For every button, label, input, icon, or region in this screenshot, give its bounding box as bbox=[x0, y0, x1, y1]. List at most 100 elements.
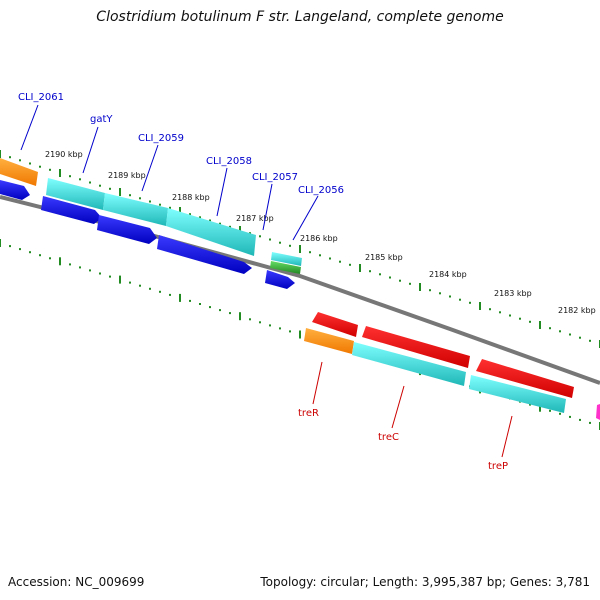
major-tick bbox=[179, 293, 181, 302]
major-tick bbox=[0, 150, 1, 158]
leader-line bbox=[141, 144, 159, 192]
top-leader-lines bbox=[20, 104, 319, 241]
major-tick bbox=[179, 207, 181, 215]
leader-line bbox=[20, 104, 39, 151]
minor-tick bbox=[89, 269, 91, 272]
tick-label: 2182 kbp bbox=[558, 306, 596, 315]
minor-tick bbox=[579, 336, 581, 339]
minor-tick bbox=[259, 321, 261, 324]
leader-line bbox=[262, 183, 273, 231]
gene-label-trec: treC bbox=[378, 432, 399, 443]
minor-tick bbox=[569, 333, 571, 336]
minor-tick bbox=[279, 327, 281, 330]
major-tick bbox=[359, 264, 361, 272]
red-gene-track bbox=[312, 312, 574, 398]
leader-line bbox=[312, 361, 323, 405]
tick-label: 2186 kbp bbox=[300, 234, 338, 243]
minor-tick bbox=[9, 156, 11, 159]
tick-labels: 2190 kbp 2189 kbp 2188 kbp 2187 kbp 2186 kbp… bbox=[45, 150, 596, 315]
minor-tick bbox=[79, 178, 81, 181]
gene-arrow bbox=[97, 215, 157, 244]
gene-bar bbox=[166, 208, 256, 256]
minor-tick bbox=[199, 303, 201, 305]
minor-tick bbox=[79, 266, 81, 269]
gene-label-gaty: gatY bbox=[90, 114, 113, 125]
blue-gene-track bbox=[0, 180, 295, 289]
minor-tick bbox=[189, 213, 191, 216]
major-tick bbox=[539, 321, 541, 329]
tick-label: 2185 kbp bbox=[365, 253, 403, 262]
major-tick bbox=[119, 188, 121, 196]
gene-label-trer: treR bbox=[298, 408, 319, 419]
minor-tick bbox=[349, 263, 351, 266]
gene-arrow bbox=[265, 270, 295, 289]
gene-arrow bbox=[362, 326, 470, 368]
upper-tick-track bbox=[0, 150, 600, 348]
minor-tick bbox=[9, 245, 11, 248]
minor-tick bbox=[289, 330, 291, 333]
minor-tick bbox=[269, 324, 271, 327]
minor-tick bbox=[389, 276, 391, 279]
minor-tick bbox=[49, 257, 51, 260]
leader-line bbox=[82, 126, 99, 174]
tick-label: 2190 kbp bbox=[45, 150, 83, 159]
gene-label-cli-2057: CLI_2057 bbox=[252, 172, 298, 183]
minor-tick bbox=[589, 339, 591, 342]
minor-tick bbox=[39, 165, 41, 168]
minor-tick bbox=[129, 281, 131, 284]
minor-tick bbox=[549, 327, 551, 330]
minor-tick bbox=[159, 290, 161, 293]
minor-tick bbox=[549, 409, 551, 412]
gene-bar bbox=[271, 252, 302, 266]
minor-tick bbox=[499, 311, 501, 314]
gene-arrow bbox=[476, 359, 574, 398]
major-tick bbox=[0, 239, 1, 247]
minor-tick bbox=[289, 244, 291, 247]
minor-tick bbox=[439, 292, 441, 295]
major-tick bbox=[419, 283, 421, 291]
major-tick bbox=[239, 226, 241, 234]
minor-tick bbox=[99, 272, 101, 275]
major-tick bbox=[299, 245, 301, 253]
major-tick bbox=[479, 302, 481, 310]
tick-label: 2188 kbp bbox=[172, 193, 210, 202]
minor-tick bbox=[559, 412, 561, 415]
leader-line bbox=[216, 167, 228, 217]
gene-label-cli-2056: CLI_2056 bbox=[298, 185, 344, 196]
gene-arrow bbox=[312, 312, 358, 337]
minor-tick bbox=[459, 298, 461, 301]
gene-arrow bbox=[157, 235, 252, 274]
minor-tick bbox=[199, 216, 201, 219]
minor-tick bbox=[219, 222, 221, 225]
minor-tick bbox=[279, 241, 281, 244]
gene-bar bbox=[304, 328, 354, 354]
minor-tick bbox=[109, 187, 111, 190]
minor-tick bbox=[229, 312, 231, 315]
gene-bar bbox=[469, 375, 566, 413]
gene-bar bbox=[0, 158, 38, 186]
major-tick bbox=[239, 312, 241, 321]
gene-bar bbox=[596, 404, 600, 420]
minor-tick bbox=[209, 306, 211, 309]
minor-tick bbox=[19, 248, 21, 251]
minor-tick bbox=[319, 254, 321, 257]
gene-bar bbox=[103, 193, 168, 226]
minor-tick bbox=[409, 282, 411, 285]
minor-tick bbox=[69, 263, 71, 266]
minor-tick bbox=[229, 225, 231, 228]
bottom-leader-lines bbox=[312, 361, 513, 458]
minor-tick bbox=[99, 184, 101, 187]
gene-arrow bbox=[41, 196, 102, 224]
tick-label: 2183 kbp bbox=[494, 289, 532, 298]
map-title: Clostridium botulinum F str. Langeland, … bbox=[96, 9, 504, 25]
minor-tick bbox=[139, 284, 141, 287]
gene-bar bbox=[46, 178, 105, 210]
minor-tick bbox=[49, 168, 51, 171]
minor-tick bbox=[169, 293, 171, 296]
minor-tick bbox=[579, 418, 581, 421]
lower-cyan-track bbox=[352, 342, 566, 413]
minor-tick bbox=[529, 320, 531, 323]
minor-tick bbox=[249, 318, 251, 321]
gene-label-cli-2061: CLI_2061 bbox=[18, 92, 64, 103]
